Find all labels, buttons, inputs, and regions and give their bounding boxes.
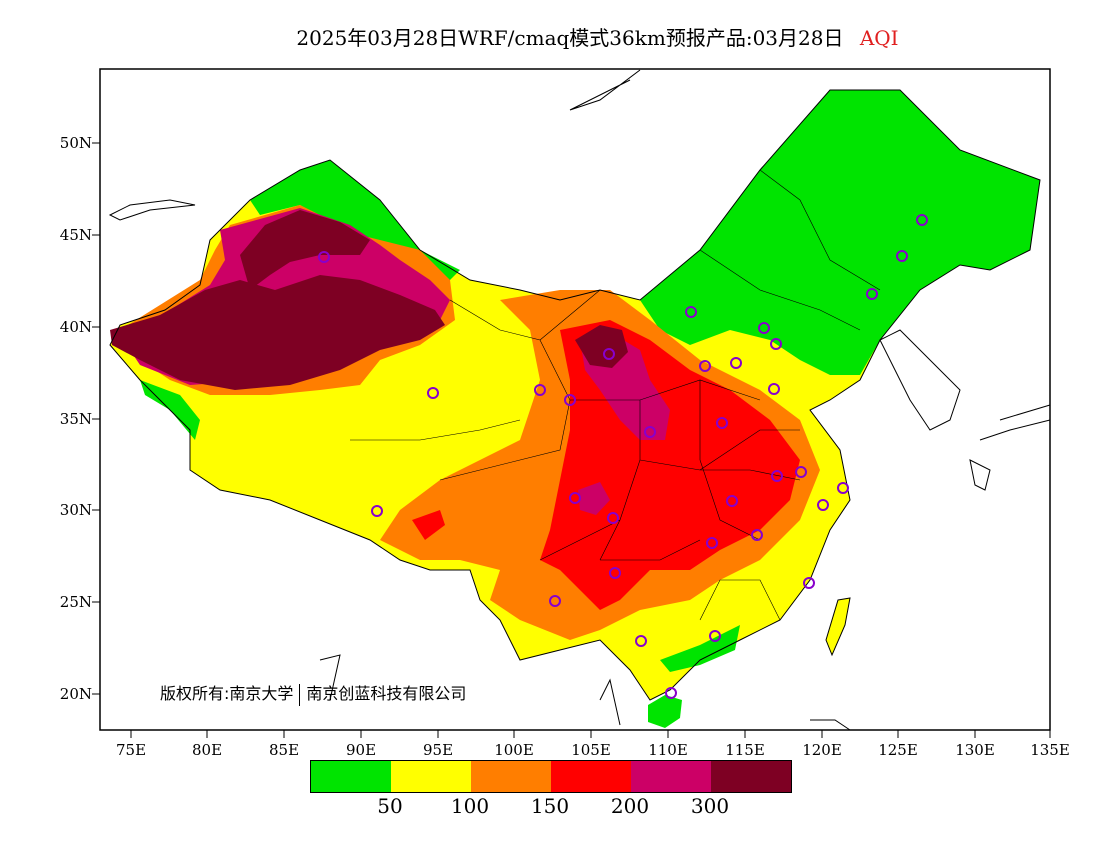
lon-label-100e: 100E [494, 741, 534, 759]
korea-japan-outline [879, 329, 1051, 491]
station-marker[interactable] [685, 306, 697, 318]
station-marker[interactable] [665, 687, 677, 699]
lon-ticks [130, 730, 1051, 738]
aqi-legend-bar [310, 760, 792, 793]
station-marker[interactable] [795, 466, 807, 478]
lon-label-125e: 125E [878, 741, 918, 759]
station-marker[interactable] [817, 499, 829, 511]
station-marker[interactable] [549, 595, 561, 607]
title-variable: AQI [859, 26, 899, 50]
station-marker[interactable] [644, 426, 656, 438]
station-marker[interactable] [635, 635, 647, 647]
lon-label-80e: 80E [191, 741, 223, 759]
station-marker[interactable] [609, 567, 621, 579]
copyright-part2: 南京创蓝科技有限公司 [306, 684, 467, 703]
aqi-fill-layers [110, 90, 1040, 728]
station-marker[interactable] [771, 470, 783, 482]
lat-ticks [92, 142, 100, 695]
lat-label-45n: 45N [59, 226, 92, 244]
copyright-notice: 版权所有:南京大学 南京创蓝科技有限公司 [160, 680, 466, 706]
station-marker[interactable] [603, 348, 615, 360]
legend-label-150: 150 [530, 794, 570, 818]
legend-swatch-moderate [391, 761, 471, 792]
station-marker[interactable] [770, 338, 782, 350]
lon-label-135e: 135E [1030, 741, 1070, 759]
boundary-lines [108, 69, 1051, 731]
lon-label-95e: 95E [422, 741, 454, 759]
region-good-northeast [640, 90, 1040, 375]
map-frame [92, 68, 1051, 738]
station-marker[interactable] [699, 360, 711, 372]
lon-label-105e: 105E [571, 741, 611, 759]
station-marker[interactable] [534, 384, 546, 396]
station-marker[interactable] [716, 417, 728, 429]
region-unhealthy-tibet [412, 510, 445, 540]
lon-label-115e: 115E [725, 741, 765, 759]
region-hazardous-tarim [110, 275, 445, 390]
legend-label-50: 50 [377, 794, 403, 818]
legend-swatch-good [311, 761, 391, 792]
map-title: 2025年03月28日WRF/cmaq模式36km预报产品:03月28日 AQI [0, 22, 1100, 51]
station-marker[interactable] [751, 529, 763, 541]
north-border-lines [108, 69, 851, 731]
copyright-separator [299, 683, 301, 706]
lon-label-85e: 85E [268, 741, 300, 759]
station-marker[interactable] [564, 394, 576, 406]
legend-swatch-very-unhealthy [631, 761, 711, 792]
station-marker[interactable] [706, 537, 718, 549]
lon-label-120e: 120E [802, 741, 842, 759]
legend-label-100: 100 [450, 794, 490, 818]
station-marker[interactable] [730, 357, 742, 369]
legend-swatch-unhealthy [551, 761, 631, 792]
taiwan-outline[interactable] [825, 597, 851, 657]
region-hazardous-center [575, 325, 628, 368]
lat-label-40n: 40N [59, 318, 92, 336]
station-marker[interactable] [758, 322, 770, 334]
lat-label-50n: 50N [59, 134, 92, 152]
station-marker[interactable] [866, 288, 878, 300]
station-marker[interactable] [916, 214, 928, 226]
region-very-unhealthy-sichuan [578, 482, 610, 515]
legend-swatch-usg [471, 761, 551, 792]
lat-label-25n: 25N [59, 593, 92, 611]
monitoring-stations [318, 214, 928, 699]
station-marker[interactable] [569, 492, 581, 504]
map-border [99, 68, 1051, 731]
title-main: 2025年03月28日WRF/cmaq模式36km预报产品:03月28日 [296, 26, 844, 50]
lon-label-130e: 130E [955, 741, 995, 759]
legend-swatch-hazardous [711, 761, 791, 792]
lon-label-110e: 110E [648, 741, 688, 759]
station-marker[interactable] [371, 505, 383, 517]
station-marker[interactable] [607, 512, 619, 524]
station-marker[interactable] [896, 250, 908, 262]
copyright-part1: 版权所有:南京大学 [160, 684, 294, 703]
province-lines [350, 169, 881, 621]
lat-label-20n: 20N [59, 685, 92, 703]
legend-label-200: 200 [610, 794, 650, 818]
station-marker[interactable] [803, 577, 815, 589]
lon-label-90e: 90E [345, 741, 377, 759]
lon-label-75e: 75E [115, 741, 147, 759]
station-marker[interactable] [709, 630, 721, 642]
station-marker[interactable] [427, 387, 439, 399]
station-marker[interactable] [318, 251, 330, 263]
station-marker[interactable] [837, 482, 849, 494]
country-outline [109, 89, 1041, 701]
region-good-hainan [648, 695, 682, 728]
legend-label-300: 300 [690, 794, 730, 818]
region-hazardous-dzungaria [240, 210, 370, 290]
station-marker[interactable] [768, 383, 780, 395]
lat-label-35n: 35N [59, 410, 92, 428]
lat-label-30n: 30N [59, 501, 92, 519]
station-marker[interactable] [726, 495, 738, 507]
